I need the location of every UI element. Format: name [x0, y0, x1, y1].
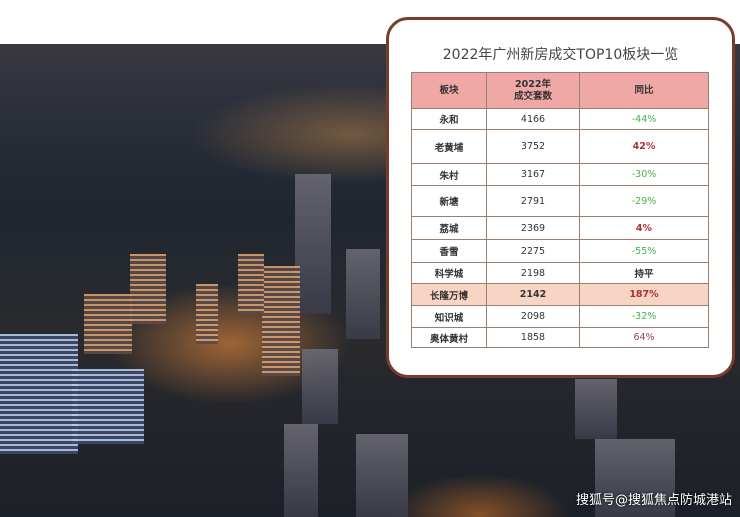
yoy-cell: 187%	[579, 283, 709, 306]
table-header-row: 板块 2022年 成交套数 同比	[411, 72, 709, 109]
yoy-cell: 持平	[579, 262, 709, 284]
watermark: 搜狐号@搜狐焦点防城港站	[575, 493, 732, 508]
yoy-cell: -29%	[579, 185, 709, 217]
count-cell: 2142	[486, 283, 580, 306]
count-cell: 1858	[486, 327, 580, 348]
district-cell: 长隆万博	[411, 283, 487, 306]
district-cell: 奥体黄村	[411, 327, 487, 348]
district-cell: 科学城	[411, 262, 487, 284]
yoy-cell: -44%	[579, 108, 709, 130]
district-cell: 荔城	[411, 216, 487, 240]
table-row: 知识城 2098 -32%	[411, 305, 709, 328]
count-cell: 2275	[486, 239, 580, 263]
count-cell: 2369	[486, 216, 580, 240]
district-cell: 老黄埔	[411, 129, 487, 164]
count-cell: 3167	[486, 163, 580, 186]
header-count-line1: 2022年	[515, 78, 551, 90]
table-row: 老黄埔 3752 42%	[411, 129, 709, 164]
table-row: 科学城 2198 持平	[411, 262, 709, 284]
table-row: 永和 4166 -44%	[411, 108, 709, 130]
yoy-cell: 42%	[579, 129, 709, 164]
district-cell: 香雪	[411, 239, 487, 263]
top10-table-card: 2022年广州新房成交TOP10板块一览 板块 2022年 成交套数 同比 永和 4…	[386, 17, 735, 378]
district-cell: 新塘	[411, 185, 487, 217]
table-row: 香雪 2275 -55%	[411, 239, 709, 263]
table-row: 新塘 2791 -29%	[411, 185, 709, 217]
top10-table: 板块 2022年 成交套数 同比 永和 4166 -44% 老黄埔 3752 42% 朱村 31…	[411, 72, 709, 348]
count-cell: 3752	[486, 129, 580, 164]
district-cell: 知识城	[411, 305, 487, 328]
count-cell: 2791	[486, 185, 580, 217]
yoy-cell: -55%	[579, 239, 709, 263]
table-title: 2022年广州新房成交TOP10板块一览	[442, 47, 679, 63]
yoy-cell: 4%	[579, 216, 709, 240]
yoy-cell: 64%	[579, 327, 709, 348]
header-count: 2022年 成交套数	[486, 72, 580, 109]
count-cell: 2098	[486, 305, 580, 328]
table-row: 朱村 3167 -30%	[411, 163, 709, 186]
header-yoy: 同比	[579, 72, 709, 109]
yoy-cell: -30%	[579, 163, 709, 186]
table-row: 奥体黄村 1858 64%	[411, 327, 709, 348]
district-cell: 永和	[411, 108, 487, 130]
district-cell: 朱村	[411, 163, 487, 186]
count-cell: 4166	[486, 108, 580, 130]
table-row: 长隆万博 2142 187%	[411, 283, 709, 306]
yoy-cell: -32%	[579, 305, 709, 328]
table-row: 荔城 2369 4%	[411, 216, 709, 240]
header-district: 板块	[411, 72, 487, 109]
count-cell: 2198	[486, 262, 580, 284]
header-count-line2: 成交套数	[513, 90, 552, 102]
